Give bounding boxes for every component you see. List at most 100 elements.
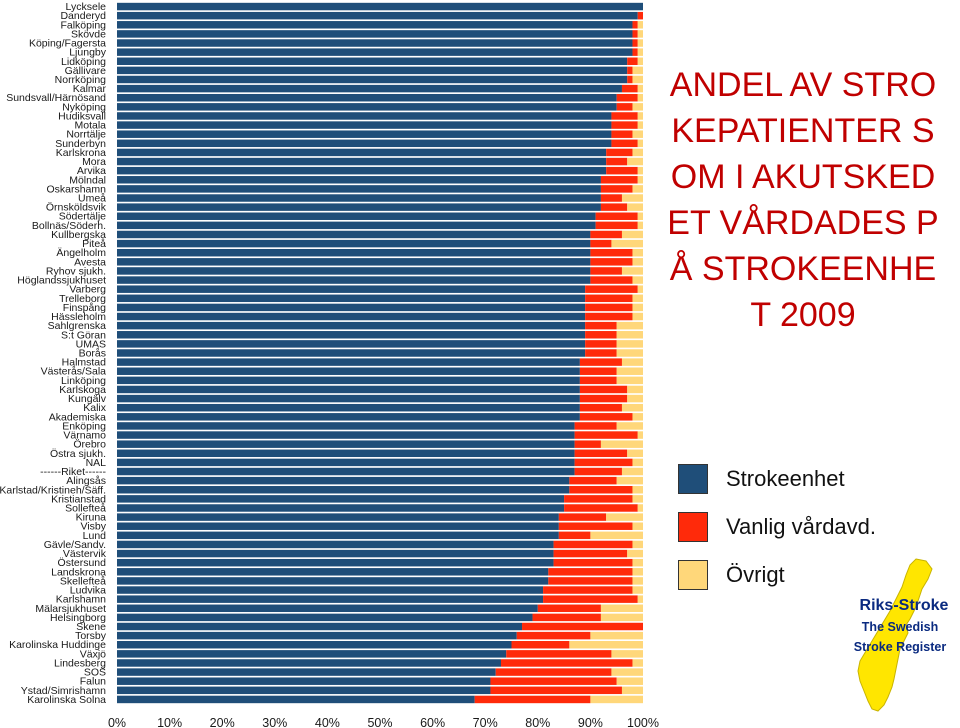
bar-segment-ovrigt xyxy=(637,595,643,603)
category-label: Sundsvall/Härnösand xyxy=(6,92,106,104)
bar-segment-strokeenhet xyxy=(117,641,512,649)
bar-segment-vanlig-vardavd xyxy=(611,139,638,148)
bar-segment-strokeenhet xyxy=(117,540,554,549)
bar-segment-vanlig-vardavd xyxy=(574,431,638,439)
bar-segment-strokeenhet xyxy=(117,504,565,512)
bar-segment-strokeenhet xyxy=(117,103,617,111)
bar-segment-strokeenhet xyxy=(117,449,575,458)
bar-segment-strokeenhet xyxy=(117,686,491,695)
bar-segment-strokeenhet xyxy=(117,467,575,476)
bar-segment-vanlig-vardavd xyxy=(616,93,638,102)
category-label: Köping/Fagersta xyxy=(29,38,106,50)
bar-segment-vanlig-vardavd xyxy=(590,267,622,275)
bar-segment-vanlig-vardavd xyxy=(548,577,633,585)
x-tick-label: 60% xyxy=(420,716,445,728)
bar-segment-strokeenhet xyxy=(117,394,580,403)
bar-segment-vanlig-vardavd xyxy=(569,486,633,494)
bar-segment-vanlig-vardavd xyxy=(537,604,601,613)
sweden-map-icon xyxy=(857,558,933,712)
bar-segment-strokeenhet xyxy=(117,48,633,56)
category-label: Visby xyxy=(81,521,107,533)
bar-segment-strokeenhet xyxy=(117,75,628,84)
bar-segment-vanlig-vardavd xyxy=(595,212,638,220)
category-label: Lycksele xyxy=(66,1,107,13)
bar-segment-vanlig-vardavd xyxy=(543,586,633,594)
bar-segment-ovrigt xyxy=(637,139,643,148)
category-label: Skellefteå xyxy=(60,575,106,587)
bar-segment-strokeenhet xyxy=(117,495,565,503)
bar-segment-vanlig-vardavd xyxy=(595,221,638,230)
bar-segment-vanlig-vardavd xyxy=(579,358,622,366)
legend-label: Vanlig vårdavd. xyxy=(726,514,877,539)
category-label: Alingsås xyxy=(66,475,106,487)
bar-segment-vanlig-vardavd xyxy=(600,203,628,211)
bar-segment-ovrigt xyxy=(637,504,643,512)
legend-swatch-ovrigt xyxy=(678,560,708,590)
logo-title: Riks-Stroke xyxy=(860,597,949,614)
bar-segment-vanlig-vardavd xyxy=(506,650,612,658)
category-label: Varberg xyxy=(69,284,106,296)
bar-segment-ovrigt xyxy=(637,21,643,29)
category-label: Borås xyxy=(79,348,106,360)
bar-segment-strokeenhet xyxy=(117,486,570,494)
bar-segment-ovrigt xyxy=(632,258,643,266)
bar-segment-ovrigt xyxy=(632,303,643,312)
bar-segment-ovrigt xyxy=(627,157,643,166)
bar-marks xyxy=(117,2,643,704)
bar-segment-strokeenhet xyxy=(117,558,554,567)
bar-segment-vanlig-vardavd xyxy=(585,349,617,357)
bar-segment-strokeenhet xyxy=(117,476,570,485)
category-label: Linköping xyxy=(61,375,106,387)
category-label: UMAS xyxy=(76,338,106,350)
bar-segment-vanlig-vardavd xyxy=(590,230,622,239)
category-labels: LyckseleDanderydFalköpingSkövdeKöping/Fa… xyxy=(0,1,107,706)
category-label: Akademiska xyxy=(49,411,106,423)
bar-segment-ovrigt xyxy=(616,367,643,375)
x-tick-label: 50% xyxy=(367,716,392,728)
category-label: Sahlgrenska xyxy=(48,320,107,332)
bar-segment-strokeenhet xyxy=(117,185,601,193)
bar-segment-strokeenhet xyxy=(117,57,628,65)
bar-segment-strokeenhet xyxy=(117,622,523,631)
category-label: Ryhov sjukh. xyxy=(46,265,106,277)
bar-segment-vanlig-vardavd xyxy=(627,57,638,65)
bar-segment-strokeenhet xyxy=(117,39,633,47)
category-label: Kristianstad xyxy=(51,493,106,505)
bar-segment-vanlig-vardavd xyxy=(579,413,633,421)
bar-segment-vanlig-vardavd xyxy=(600,185,633,193)
bar-segment-strokeenhet xyxy=(117,84,622,93)
category-label: Mölndal xyxy=(69,174,106,186)
category-label: Umeå xyxy=(78,193,106,205)
category-label: Kullbergska xyxy=(51,229,106,241)
bar-segment-ovrigt xyxy=(632,312,643,321)
bar-segment-vanlig-vardavd xyxy=(606,148,633,157)
bar-segment-vanlig-vardavd xyxy=(574,467,622,476)
riks-stroke-logo: Riks-Stroke The Swedish Stroke Register xyxy=(854,558,949,712)
bar-segment-strokeenhet xyxy=(117,239,591,248)
bar-segment-ovrigt xyxy=(637,176,643,184)
bar-segment-vanlig-vardavd xyxy=(564,504,638,512)
bar-segment-ovrigt xyxy=(632,185,643,193)
bar-segment-vanlig-vardavd xyxy=(585,303,633,312)
bar-segment-strokeenhet xyxy=(117,294,586,303)
bar-segment-ovrigt xyxy=(611,239,643,248)
category-label: Karlstad/Kristineh/Säff. xyxy=(0,484,106,496)
bar-segment-vanlig-vardavd xyxy=(585,294,633,303)
bar-segment-vanlig-vardavd xyxy=(590,239,612,248)
bar-segment-ovrigt xyxy=(616,331,643,339)
category-label: Oskarshamn xyxy=(46,183,106,195)
bar-segment-ovrigt xyxy=(632,75,643,84)
bar-segment-vanlig-vardavd xyxy=(564,495,633,503)
category-label: Karlskoga xyxy=(59,384,106,396)
bar-segment-vanlig-vardavd xyxy=(579,385,628,394)
bar-segment-ovrigt xyxy=(632,148,643,157)
bar-segment-strokeenhet xyxy=(117,586,544,594)
bar-segment-strokeenhet xyxy=(117,176,601,184)
bar-segment-strokeenhet xyxy=(117,30,633,38)
bar-segment-strokeenhet xyxy=(117,203,601,211)
bar-segment-ovrigt xyxy=(627,394,643,403)
bar-segment-vanlig-vardavd xyxy=(585,312,633,321)
x-tick-label: 10% xyxy=(157,716,182,728)
bar-segment-ovrigt xyxy=(637,212,643,220)
bar-segment-ovrigt xyxy=(632,413,643,421)
